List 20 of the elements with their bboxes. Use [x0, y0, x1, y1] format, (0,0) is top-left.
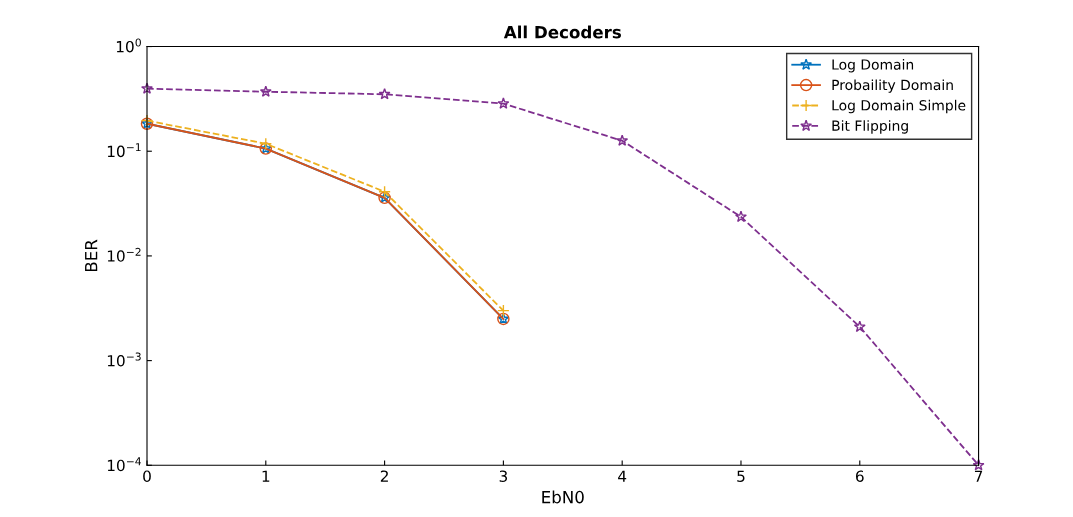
x-tick-label: 2 — [380, 470, 388, 482]
y-tick-label: 10$^{−3}$ — [107, 352, 141, 367]
x-axis-title: EbN0 — [542, 490, 584, 504]
chart-title: All Decoders — [503, 25, 621, 39]
x-tick-label: 3 — [499, 470, 508, 482]
x-tick-label: 0 — [143, 470, 151, 482]
x-tick-label: 6 — [855, 470, 864, 482]
y-tick-label: 10$^{−1}$ — [107, 143, 141, 158]
y-tick-label: 10$^{−4}$ — [107, 457, 141, 472]
x-tick-label: 7 — [974, 470, 983, 482]
y-tick-label: 10$^{−2}$ — [107, 247, 141, 262]
y-axis-title: BER — [85, 239, 98, 272]
y-tick-label: 10$^{0}$ — [116, 38, 141, 53]
x-tick-label: 5 — [737, 470, 745, 482]
legend-label: Log Domain Simple — [832, 99, 966, 114]
legend-label: Bit Flipping — [832, 120, 908, 134]
legend-label: Probaility Domain — [832, 79, 953, 93]
x-tick-label: 4 — [618, 470, 627, 482]
legend-label: Log Domain — [832, 59, 914, 73]
x-tick-label: 1 — [262, 470, 270, 482]
